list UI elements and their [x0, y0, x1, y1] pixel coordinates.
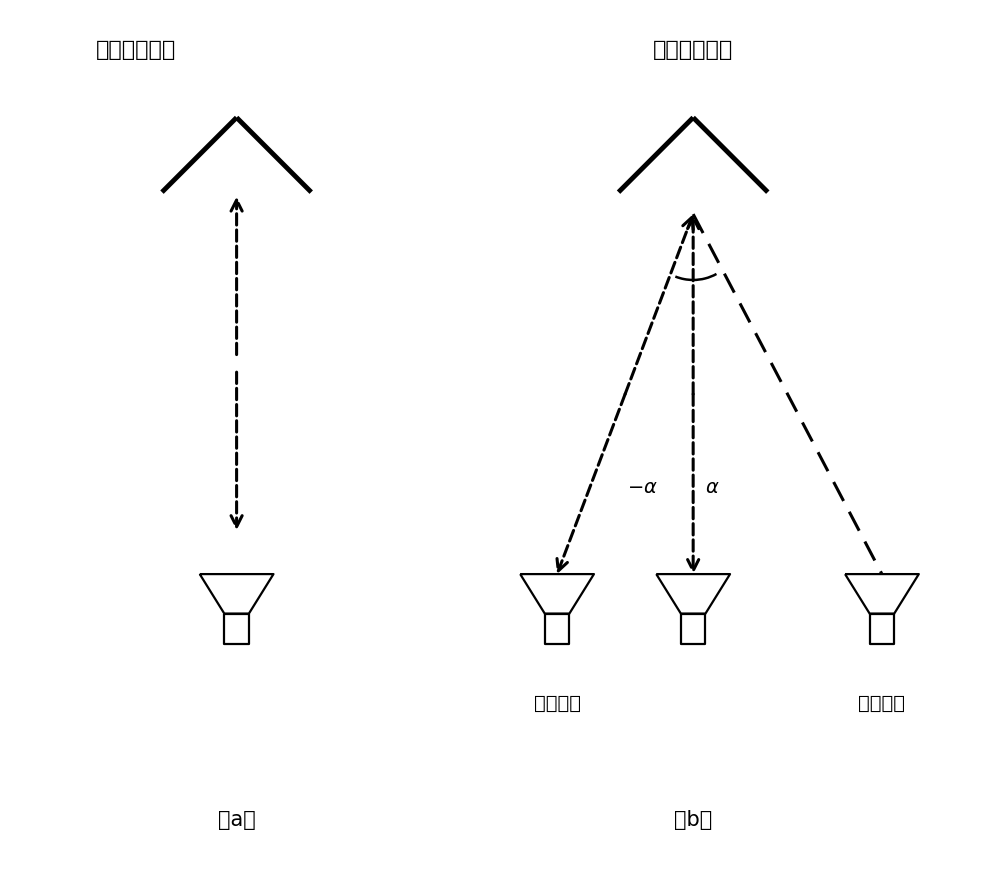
Text: 二面角反射器: 二面角反射器: [653, 39, 733, 60]
Text: 发射天线: 发射天线: [858, 693, 905, 712]
Text: $\alpha$: $\alpha$: [705, 477, 720, 496]
Text: 二面角反射器: 二面角反射器: [96, 39, 176, 60]
Text: （a）: （a）: [218, 809, 255, 829]
Text: 接收天线: 接收天线: [534, 693, 581, 712]
Text: （b）: （b）: [674, 809, 712, 829]
Text: $-\alpha$: $-\alpha$: [627, 477, 658, 496]
